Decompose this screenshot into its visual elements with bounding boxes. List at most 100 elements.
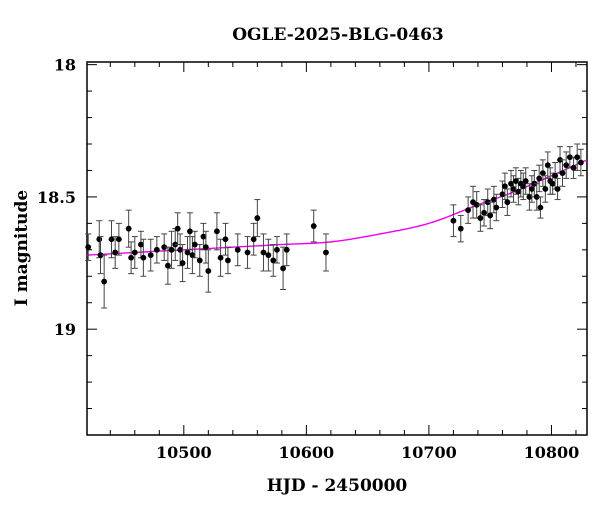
data-point — [536, 164, 543, 193]
point-marker — [283, 246, 290, 253]
data-point — [250, 222, 257, 256]
point-marker — [138, 241, 144, 248]
data-point — [97, 236, 104, 275]
data-point — [481, 199, 488, 227]
point-marker — [101, 278, 108, 285]
data-point — [273, 236, 280, 264]
point-marker — [559, 170, 566, 177]
point-marker — [244, 249, 251, 256]
point-marker — [501, 183, 508, 190]
data-point — [191, 230, 198, 259]
point-marker — [577, 159, 584, 166]
axis-ticks — [87, 62, 587, 435]
data-point — [559, 159, 566, 187]
data-point — [522, 167, 529, 195]
data-point — [85, 233, 92, 261]
data-point — [477, 204, 484, 232]
x-tick-label: 10600 — [279, 443, 335, 462]
point-marker — [108, 236, 115, 243]
data-point — [566, 146, 573, 169]
data-point — [179, 244, 186, 283]
point-marker — [570, 164, 577, 171]
data-point — [280, 246, 287, 291]
point-marker — [131, 249, 138, 256]
point-marker — [508, 180, 514, 187]
tick-labels: 10500 10600 10700 10800 18 18.5 19 — [37, 56, 579, 462]
point-marker — [450, 217, 457, 224]
point-marker — [513, 178, 519, 184]
data-point — [450, 204, 457, 238]
data-point — [574, 143, 581, 171]
point-marker — [536, 175, 543, 182]
data-point — [539, 159, 546, 187]
point-marker — [499, 191, 506, 198]
data-point — [537, 196, 544, 219]
point-marker — [161, 244, 168, 251]
point-marker — [153, 246, 160, 253]
data-point — [153, 236, 160, 264]
data-point — [310, 209, 317, 243]
point-marker — [574, 154, 581, 161]
point-marker — [260, 249, 267, 256]
data-point — [570, 156, 577, 179]
data-point — [265, 238, 272, 272]
point-marker — [539, 170, 546, 177]
point-marker — [191, 241, 198, 248]
point-marker — [490, 196, 497, 203]
point-marker — [487, 212, 494, 219]
data-point — [554, 177, 561, 201]
point-marker — [97, 252, 104, 259]
data-point — [526, 183, 533, 211]
data-point — [465, 196, 472, 224]
point-marker — [225, 257, 231, 264]
data-point — [520, 172, 527, 201]
point-marker — [504, 199, 511, 206]
data-point — [202, 230, 209, 264]
data-point — [563, 151, 570, 179]
point-marker — [554, 186, 561, 192]
data-point — [174, 212, 181, 246]
point-marker — [526, 194, 533, 200]
point-marker — [125, 225, 132, 232]
data-point — [473, 191, 480, 219]
point-marker — [164, 262, 171, 269]
point-marker — [85, 244, 92, 251]
point-marker — [544, 162, 551, 169]
point-marker — [184, 249, 191, 256]
point-marker — [168, 246, 175, 253]
data-point — [115, 222, 122, 256]
point-marker — [196, 257, 203, 264]
point-marker — [115, 236, 122, 243]
point-marker — [473, 201, 480, 208]
data-point — [131, 236, 138, 269]
data-point — [196, 244, 203, 277]
data-point — [128, 241, 135, 275]
point-marker — [270, 257, 277, 264]
data-point — [177, 233, 184, 267]
point-marker — [179, 260, 186, 266]
data-point — [512, 167, 519, 195]
data-point — [168, 230, 175, 269]
point-marker — [96, 236, 103, 243]
x-tick-label: 10800 — [524, 443, 580, 462]
x-tick-label: 10700 — [401, 443, 457, 462]
data-point — [213, 212, 220, 251]
model-curve-group — [86, 159, 588, 256]
point-marker — [493, 204, 500, 211]
data-point — [217, 238, 224, 277]
point-marker — [280, 265, 286, 272]
y-tick-label: 18 — [54, 56, 76, 75]
point-marker — [265, 252, 272, 259]
point-marker — [174, 225, 181, 232]
data-point — [322, 233, 329, 272]
point-marker — [566, 154, 573, 161]
point-marker — [515, 188, 522, 195]
data-point — [504, 188, 511, 216]
x-axis-label: HJD - 2450000 — [267, 476, 408, 496]
point-marker — [549, 180, 556, 187]
point-marker — [537, 204, 544, 211]
data-point — [234, 233, 241, 267]
point-marker — [510, 186, 517, 192]
point-marker — [234, 246, 241, 253]
